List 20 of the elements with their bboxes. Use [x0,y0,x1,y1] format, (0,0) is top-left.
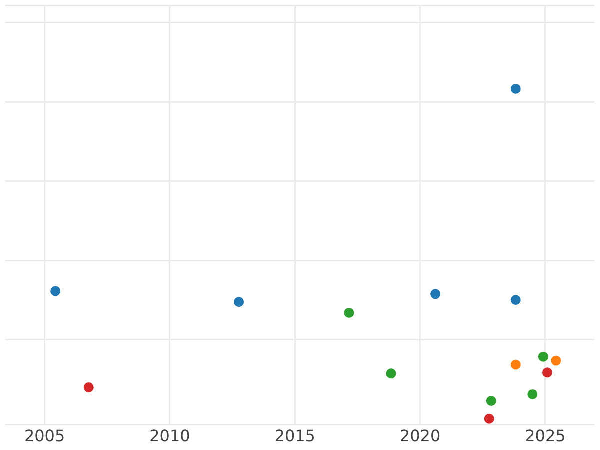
x-tick-label: 2020 [400,426,441,446]
point [510,295,521,306]
x-tick-label: 2025 [525,426,566,446]
point [486,396,496,406]
point [538,352,548,362]
point [430,289,441,300]
point [551,356,562,366]
point [528,389,538,400]
x-tick-label: 2010 [150,426,190,446]
point [386,368,396,379]
point [234,297,244,308]
x-tick-label: 2015 [274,426,316,446]
point [510,84,521,94]
point [484,414,494,424]
point [510,360,521,370]
point [542,368,552,378]
point [50,286,61,296]
point [344,308,354,318]
x-tick-label: 2005 [24,426,66,446]
point [84,382,94,393]
